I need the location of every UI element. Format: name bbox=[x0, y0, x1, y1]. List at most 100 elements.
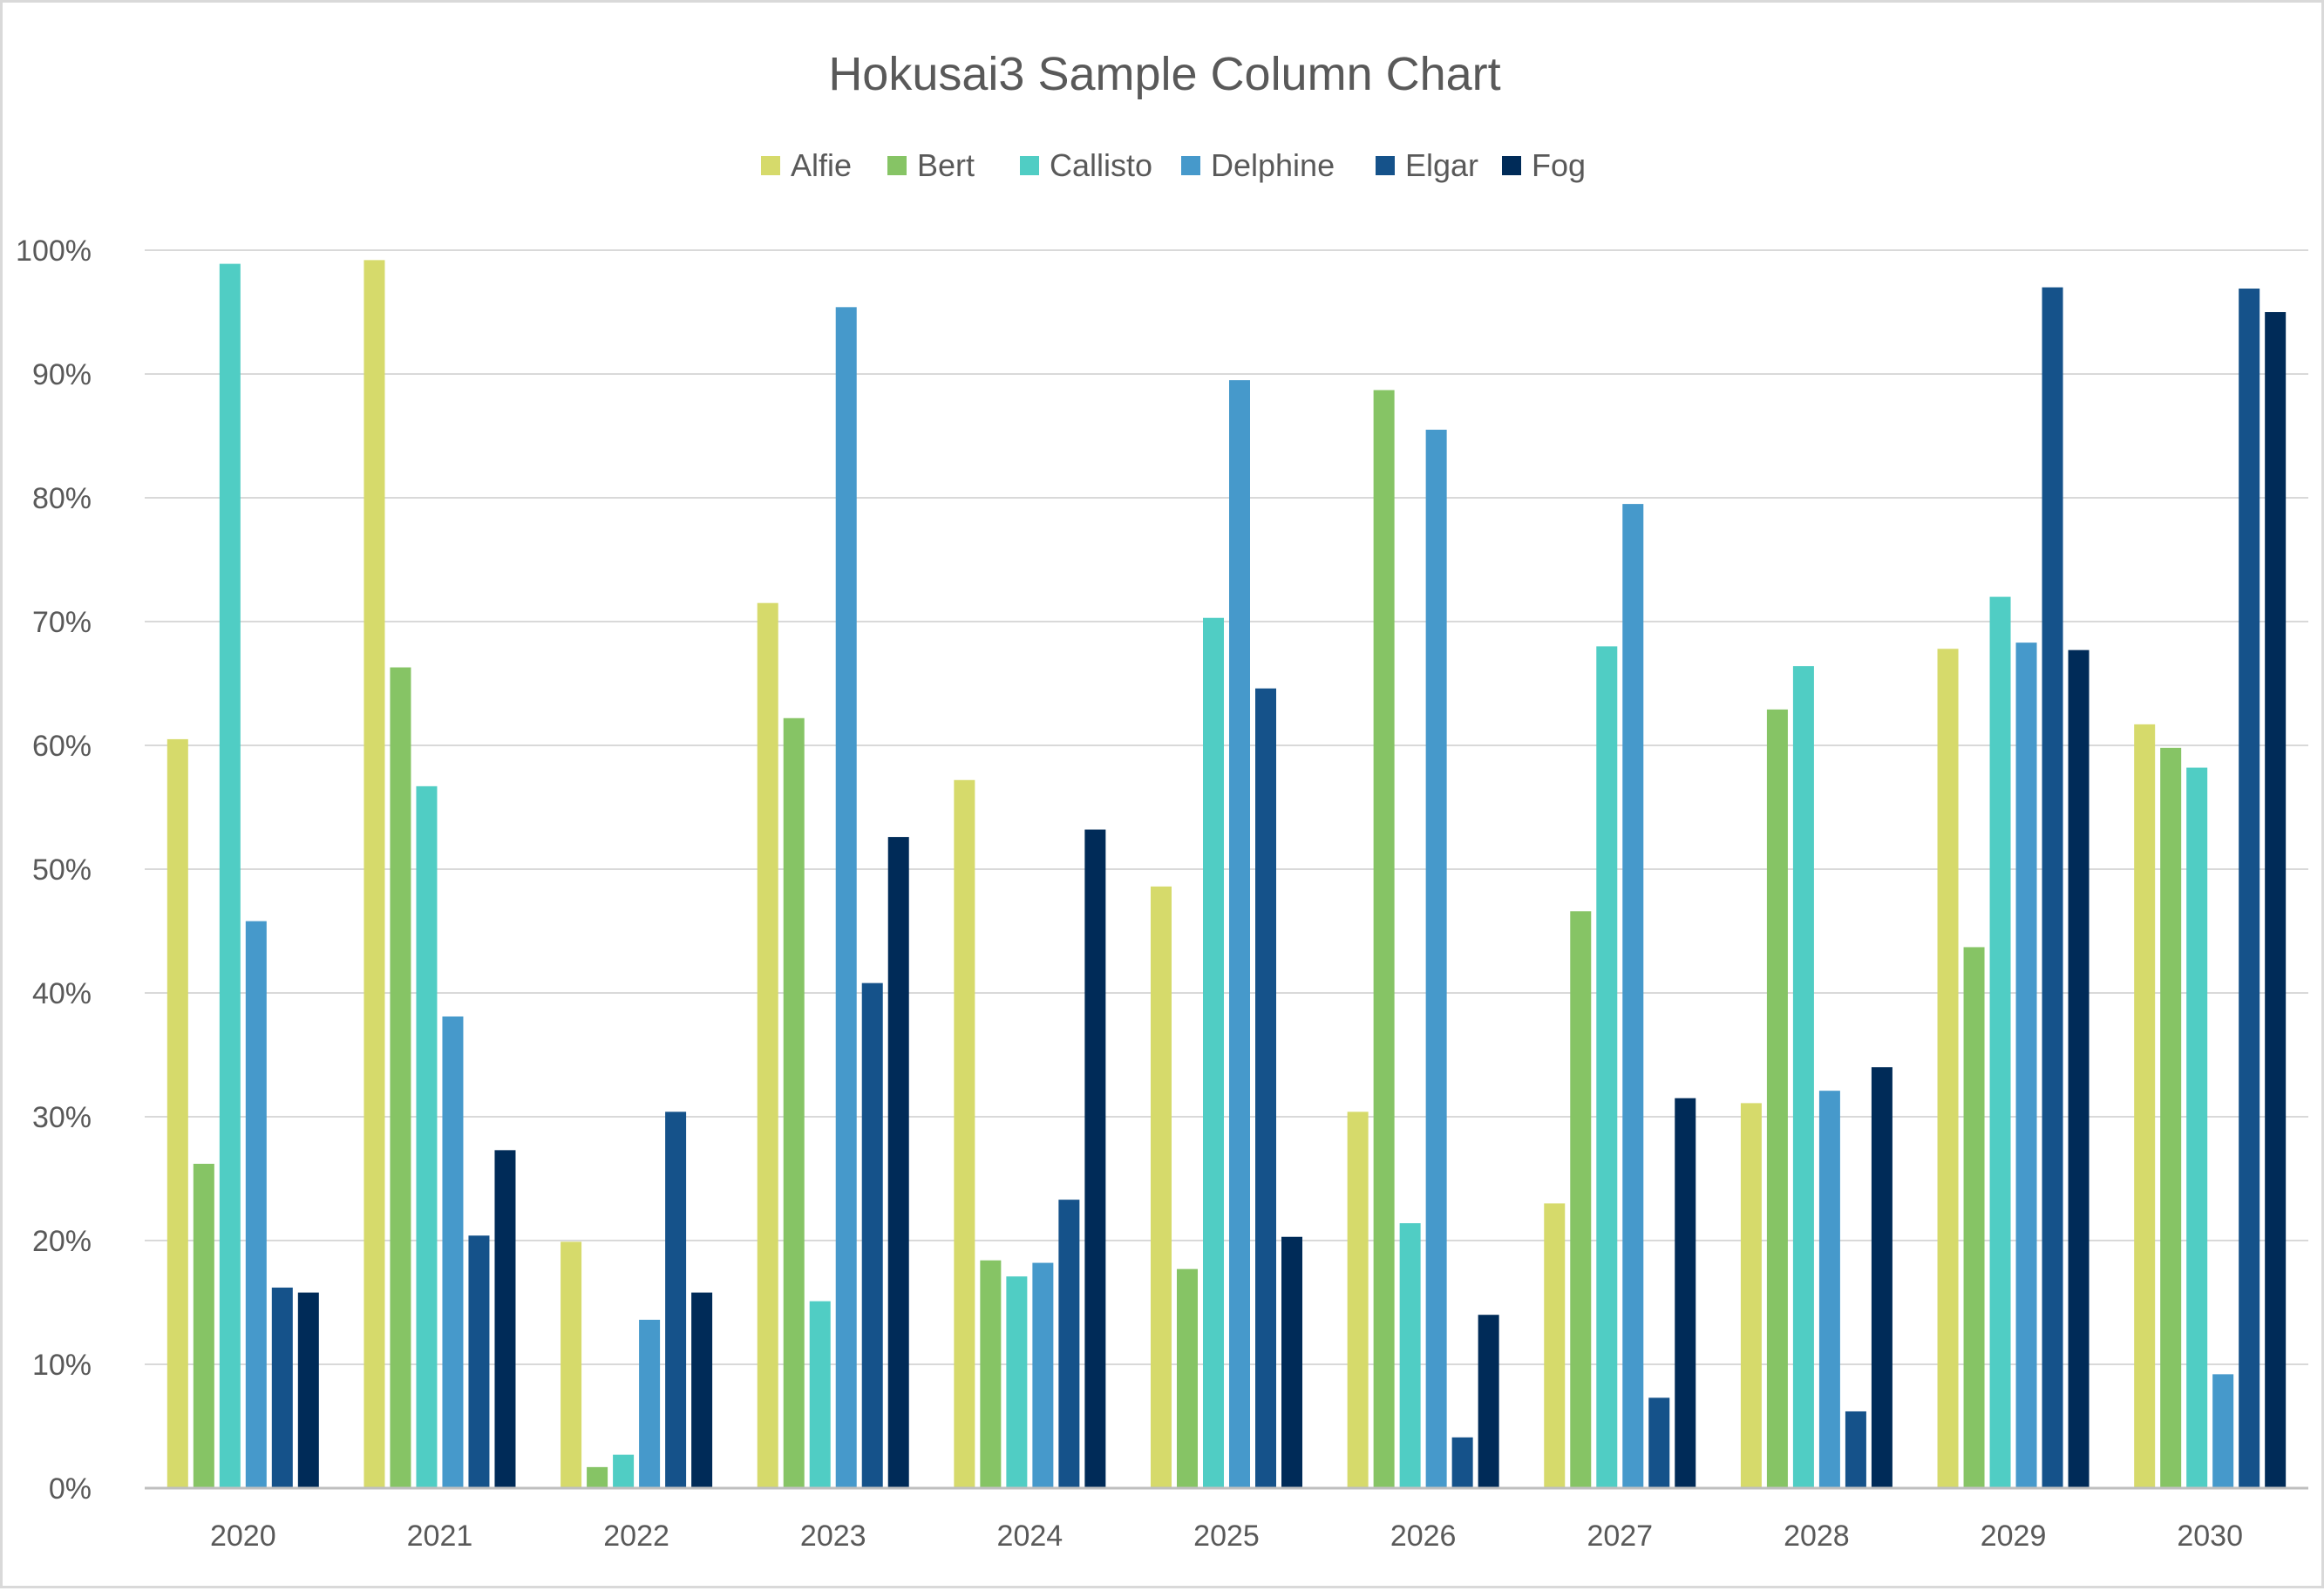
legend-swatch-callisto bbox=[1020, 156, 1039, 175]
bar-fog-2023 bbox=[887, 837, 909, 1488]
legend-label-alfie: Alfie bbox=[791, 147, 852, 183]
y-tick-label: 0% bbox=[49, 1472, 92, 1506]
column-chart: Hokusai3 Sample Column Chart 0% 10% 20% 30%… bbox=[16, 48, 2308, 1553]
bar-bert-2024 bbox=[980, 1260, 1002, 1488]
bar-fog-2021 bbox=[494, 1150, 516, 1488]
bar-delphine-2021 bbox=[442, 1016, 464, 1488]
bar-delphine-2022 bbox=[639, 1319, 661, 1488]
bar-elgar-2023 bbox=[861, 982, 883, 1488]
bar-delphine-2024 bbox=[1032, 1262, 1054, 1488]
x-tick-label: 2023 bbox=[800, 1520, 866, 1553]
bar-callisto-2025 bbox=[1203, 617, 1224, 1488]
legend-swatch-fog bbox=[1502, 156, 1521, 175]
bar-elgar-2029 bbox=[2042, 287, 2063, 1489]
bar-callisto-2027 bbox=[1596, 646, 1618, 1488]
bar-elgar-2027 bbox=[1648, 1397, 1670, 1488]
bar-fog-2027 bbox=[1675, 1098, 1696, 1488]
bar-alfie-2022 bbox=[561, 1241, 582, 1488]
bar-fog-2028 bbox=[1871, 1067, 1892, 1488]
y-tick-label: 40% bbox=[32, 977, 92, 1010]
bar-bert-2022 bbox=[587, 1466, 608, 1488]
bar-callisto-2023 bbox=[809, 1301, 831, 1488]
bar-fog-2026 bbox=[1478, 1315, 1499, 1488]
bar-alfie-2028 bbox=[1740, 1103, 1762, 1488]
bar-callisto-2020 bbox=[219, 263, 241, 1488]
bar-delphine-2027 bbox=[1622, 504, 1644, 1488]
x-tick-label: 2029 bbox=[1981, 1520, 2047, 1553]
bar-bert-2026 bbox=[1373, 390, 1395, 1489]
y-tick-label: 30% bbox=[32, 1101, 92, 1134]
bar-bert-2023 bbox=[783, 717, 805, 1488]
bar-elgar-2024 bbox=[1058, 1200, 1080, 1488]
bar-bert-2025 bbox=[1177, 1268, 1198, 1488]
y-axis-ticks: 0% 10% 20% 30% 40% 50% 60% 70% 80% 90% 100% bbox=[16, 235, 92, 1506]
x-tick-label: 2025 bbox=[1193, 1520, 1260, 1553]
x-tick-label: 2028 bbox=[1784, 1520, 1850, 1553]
bar-bert-2021 bbox=[390, 667, 411, 1488]
y-tick-label: 60% bbox=[32, 730, 92, 763]
y-tick-label: 20% bbox=[32, 1225, 92, 1258]
bar-callisto-2022 bbox=[613, 1454, 635, 1488]
y-tick-label: 10% bbox=[32, 1349, 92, 1382]
legend-label-delphine: Delphine bbox=[1211, 147, 1335, 183]
legend-swatch-alfie bbox=[761, 156, 780, 175]
y-tick-label: 50% bbox=[32, 853, 92, 887]
y-tick-label: 90% bbox=[32, 358, 92, 391]
x-tick-label: 2021 bbox=[407, 1520, 473, 1553]
x-tick-label: 2024 bbox=[997, 1520, 1063, 1553]
bar-callisto-2026 bbox=[1399, 1223, 1421, 1488]
bar-alfie-2024 bbox=[954, 779, 975, 1488]
bar-alfie-2021 bbox=[364, 260, 385, 1488]
bar-delphine-2025 bbox=[1229, 380, 1250, 1489]
bar-elgar-2026 bbox=[1451, 1437, 1473, 1488]
bar-fog-2024 bbox=[1084, 829, 1106, 1488]
bar-delphine-2029 bbox=[2015, 643, 2037, 1488]
bar-bert-2027 bbox=[1570, 911, 1592, 1488]
bar-bert-2029 bbox=[1963, 947, 1985, 1488]
legend: Alfie Bert Callisto Delphine Elgar Fog bbox=[761, 147, 1586, 183]
legend-swatch-elgar bbox=[1376, 156, 1395, 175]
bar-callisto-2024 bbox=[1006, 1276, 1028, 1488]
x-tick-label: 2026 bbox=[1390, 1520, 1457, 1553]
bar-alfie-2027 bbox=[1544, 1203, 1566, 1488]
y-tick-label: 100% bbox=[16, 235, 92, 268]
bar-fog-2030 bbox=[2265, 312, 2287, 1488]
bar-delphine-2023 bbox=[835, 307, 857, 1488]
bars bbox=[166, 260, 2287, 1489]
legend-swatch-delphine bbox=[1181, 156, 1200, 175]
bar-elgar-2028 bbox=[1845, 1411, 1866, 1488]
legend-label-elgar: Elgar bbox=[1405, 147, 1478, 183]
bar-delphine-2030 bbox=[2212, 1374, 2234, 1488]
bar-fog-2020 bbox=[297, 1292, 319, 1488]
bar-callisto-2030 bbox=[2186, 767, 2208, 1488]
bar-elgar-2021 bbox=[468, 1235, 490, 1488]
y-tick-label: 80% bbox=[32, 482, 92, 515]
bar-alfie-2023 bbox=[757, 602, 778, 1488]
bar-fog-2022 bbox=[691, 1292, 713, 1488]
bar-bert-2030 bbox=[2160, 747, 2182, 1488]
x-tick-label: 2030 bbox=[2177, 1520, 2243, 1553]
x-tick-label: 2027 bbox=[1587, 1520, 1653, 1553]
bar-alfie-2030 bbox=[2134, 724, 2156, 1488]
bar-elgar-2022 bbox=[665, 1112, 687, 1488]
bar-elgar-2025 bbox=[1255, 688, 1276, 1488]
bar-delphine-2028 bbox=[1818, 1091, 1840, 1488]
x-tick-label: 2022 bbox=[603, 1520, 669, 1553]
bar-callisto-2021 bbox=[416, 785, 438, 1488]
legend-label-fog: Fog bbox=[1532, 147, 1586, 183]
bar-alfie-2029 bbox=[1937, 649, 1959, 1488]
bar-fog-2025 bbox=[1281, 1236, 1302, 1488]
chart-title: Hokusai3 Sample Column Chart bbox=[828, 48, 1500, 100]
bar-delphine-2026 bbox=[1425, 429, 1447, 1488]
legend-swatch-bert bbox=[887, 156, 907, 175]
bar-callisto-2029 bbox=[1989, 596, 2011, 1488]
x-axis-ticks: 2020 2021 2022 2023 2024 2025 2026 2027 2028 2029… bbox=[210, 1520, 2243, 1553]
bar-alfie-2026 bbox=[1347, 1112, 1369, 1488]
legend-label-callisto: Callisto bbox=[1050, 147, 1152, 183]
x-tick-label: 2020 bbox=[210, 1520, 276, 1553]
bar-alfie-2020 bbox=[166, 738, 188, 1488]
bar-alfie-2025 bbox=[1151, 886, 1172, 1488]
bar-fog-2029 bbox=[2068, 649, 2090, 1488]
y-tick-label: 70% bbox=[32, 606, 92, 639]
bar-bert-2028 bbox=[1766, 709, 1788, 1488]
